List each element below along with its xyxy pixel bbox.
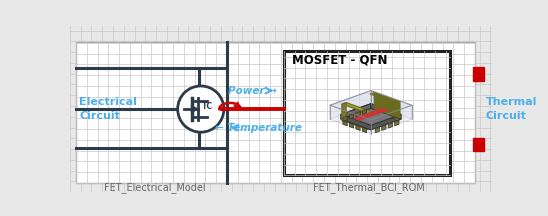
Polygon shape: [395, 121, 399, 126]
Polygon shape: [341, 108, 401, 130]
Polygon shape: [343, 121, 347, 126]
Polygon shape: [350, 114, 353, 119]
Polygon shape: [341, 104, 401, 125]
Polygon shape: [395, 116, 399, 121]
Polygon shape: [362, 128, 367, 133]
Text: FET_Thermal_BCI_ROM: FET_Thermal_BCI_ROM: [313, 182, 425, 193]
Polygon shape: [388, 114, 392, 119]
Polygon shape: [342, 119, 372, 129]
Circle shape: [178, 86, 224, 132]
Polygon shape: [370, 109, 400, 119]
Polygon shape: [350, 123, 353, 128]
Text: Thermal
Circuit: Thermal Circuit: [486, 97, 537, 121]
Polygon shape: [473, 138, 484, 151]
Polygon shape: [362, 109, 367, 114]
Polygon shape: [371, 91, 412, 119]
Polygon shape: [342, 103, 346, 120]
Text: TC: TC: [202, 102, 213, 111]
Text: FET_Electrical_Model: FET_Electrical_Model: [104, 182, 206, 193]
Polygon shape: [371, 105, 412, 134]
Text: ← Temperature: ← Temperature: [215, 122, 302, 133]
Polygon shape: [382, 111, 386, 117]
Polygon shape: [371, 104, 401, 119]
Polygon shape: [341, 104, 371, 119]
Polygon shape: [370, 92, 400, 103]
Polygon shape: [375, 109, 380, 114]
Bar: [76, 42, 475, 183]
Polygon shape: [375, 128, 380, 133]
Polygon shape: [343, 116, 347, 121]
Text: Electrical
Circuit: Electrical Circuit: [79, 97, 137, 121]
Polygon shape: [356, 125, 360, 130]
Polygon shape: [330, 91, 412, 120]
Polygon shape: [374, 92, 400, 118]
Text: MOSFET - QFN: MOSFET - QFN: [292, 53, 387, 66]
Text: Power →: Power →: [228, 86, 277, 96]
Polygon shape: [388, 123, 392, 128]
Polygon shape: [473, 67, 484, 81]
Polygon shape: [356, 111, 360, 117]
Polygon shape: [330, 91, 371, 119]
Bar: [284, 51, 450, 175]
Polygon shape: [382, 125, 386, 130]
Polygon shape: [330, 105, 371, 134]
Polygon shape: [342, 103, 372, 113]
